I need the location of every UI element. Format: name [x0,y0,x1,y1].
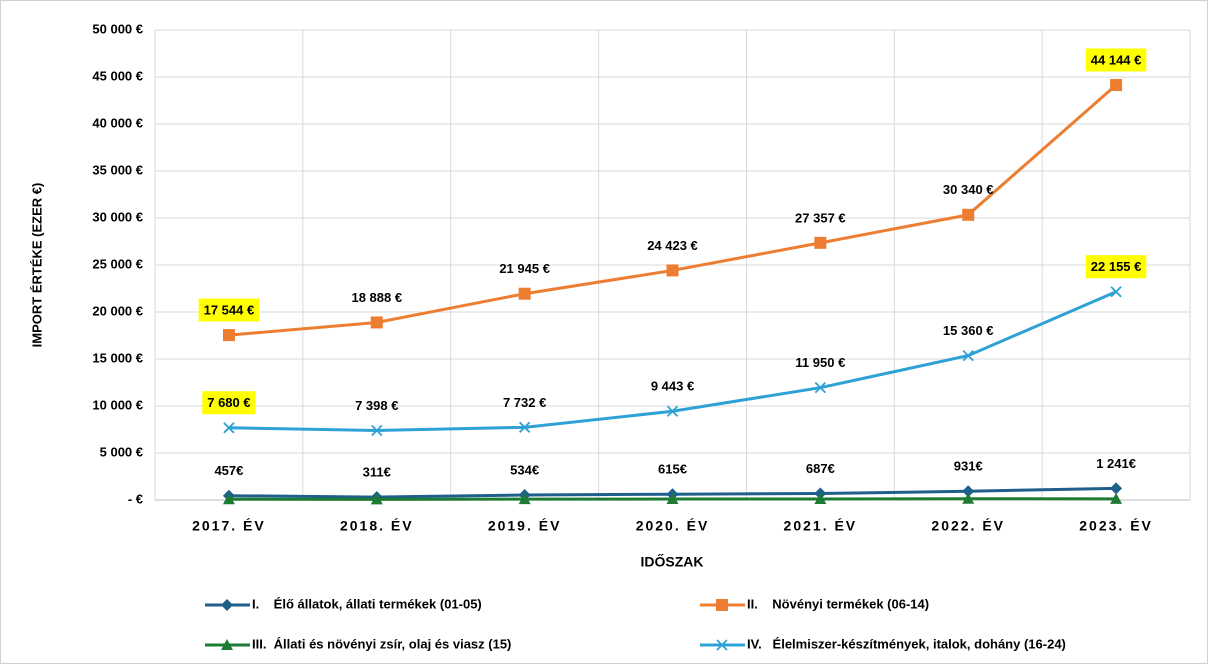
marker [666,493,679,505]
data-label: 15 360 € [943,323,994,338]
marker [1110,482,1123,495]
x-tick-label: 2018. ÉV [340,518,414,534]
data-label: 30 340 € [943,182,994,197]
data-label: 311€ [363,465,391,480]
y-tick-label: 30 000 € [92,209,143,224]
data-label: 44 144 € [1091,52,1142,67]
marker [962,208,975,221]
x-tick-label: 2017. ÉV [192,518,266,534]
marker [222,493,235,505]
y-tick-label: 35 000 € [92,162,143,177]
data-label: 7 732 € [503,395,546,410]
marker [221,599,233,611]
data-label: 931€ [954,459,983,474]
x-tick-label: 2019. ÉV [488,518,562,534]
legend-label: III. Állati és növényi zsír, olaj és via… [252,636,511,651]
x-tick-label: 2020. ÉV [636,518,710,534]
y-tick-label: - € [128,491,143,506]
y-tick-label: 20 000 € [92,303,143,318]
marker [962,485,975,498]
marker [371,424,383,437]
label-highlight [1085,255,1147,279]
legend-label: II. Növényi termékek (06-14) [747,596,929,611]
marker [519,421,531,433]
data-label: 1 241€ [1096,456,1136,471]
data-label: 24 423 € [647,238,698,253]
marker [222,329,235,342]
y-tick-label: 40 000 € [92,115,143,130]
label-highlight [202,391,256,415]
marker [814,492,827,504]
x-tick-label: 2021. ÉV [784,518,858,534]
marker [962,492,975,504]
marker [1110,286,1122,298]
data-label: 21 945 € [499,261,550,276]
data-label: 22 155 € [1091,259,1142,274]
data-label: 687€ [806,461,835,476]
label-highlight [198,298,260,322]
marker [370,316,383,329]
marker [518,493,531,505]
y-tick-label: 45 000 € [92,68,143,83]
data-label: 7 398 € [355,398,398,413]
marker [518,287,531,300]
marker [814,382,826,394]
x-axis-title: IDŐSZAK [641,553,704,570]
data-label: 534€ [510,462,539,477]
marker [716,639,728,651]
y-axis-title: IMPORT ÉRTÉKE (EZER €) [29,183,44,348]
y-tick-label: 5 000 € [100,444,143,459]
marker [666,264,679,277]
y-tick-label: 10 000 € [92,397,143,412]
x-tick-label: 2022. ÉV [931,518,1005,534]
data-label: 18 888 € [351,290,402,305]
marker [716,599,728,611]
marker [666,405,679,417]
marker [1110,79,1123,92]
marker [221,639,233,650]
y-tick-label: 15 000 € [92,350,143,365]
marker [370,493,383,505]
legend-label: I. Élő állatok, állati termékek (01-05) [252,596,482,611]
legend-label: IV. Élelmiszer-készítmények, italok, doh… [747,636,1066,651]
marker [1110,492,1123,504]
data-label: 27 357 € [795,210,846,225]
marker [962,349,974,362]
data-label: 457€ [214,463,243,478]
marker [223,422,235,434]
data-label: 7 680 € [207,395,250,410]
data-label: 9 443 € [651,379,694,394]
y-tick-label: 50 000 € [92,21,143,36]
data-label: 11 950 € [795,355,845,370]
y-tick-label: 25 000 € [92,256,143,271]
label-highlight [1085,48,1147,72]
marker [814,236,827,249]
data-label: 615€ [658,462,687,477]
data-label: 17 544 € [204,303,255,318]
x-tick-label: 2023. ÉV [1079,518,1153,534]
